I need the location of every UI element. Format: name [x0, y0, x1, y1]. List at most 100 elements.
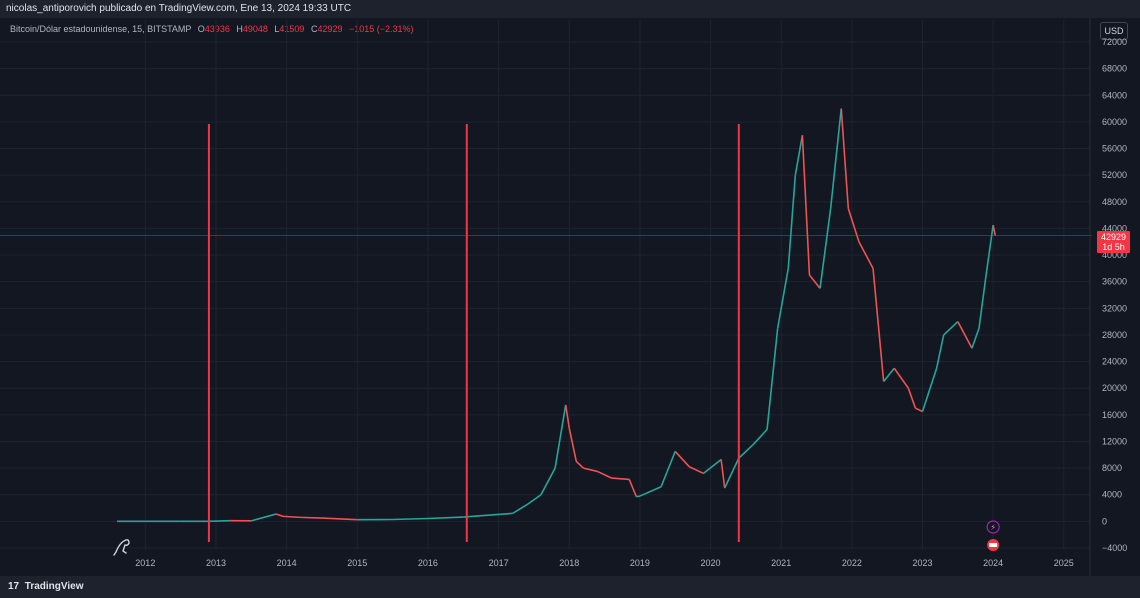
price-segment — [512, 504, 528, 515]
price-segment — [915, 407, 923, 413]
price-segment — [611, 477, 630, 481]
price-segment — [660, 451, 676, 488]
price-segment — [935, 334, 945, 369]
price-segment — [787, 175, 797, 269]
price-segment — [819, 208, 832, 289]
chart-annotations: ⚡ — [0, 124, 1092, 556]
chart-axes: −4000 0 4000 8000 12000 16000 20000 24000 28000 3… — [135, 18, 1127, 576]
y-tick-label: 4000 — [1102, 490, 1122, 500]
bar-countdown: 1d 5h — [1102, 242, 1125, 252]
y-tick-label: 64000 — [1102, 90, 1127, 100]
price-segment — [568, 427, 578, 462]
publish-header: nicolas_antiporovich publicado en Tradin… — [0, 0, 1140, 18]
y-tick-label: 44000 — [1102, 223, 1127, 233]
price-segment — [829, 108, 843, 209]
x-tick-label: 2025 — [1054, 558, 1074, 568]
x-tick-label: 2022 — [842, 558, 862, 568]
price-segment — [321, 517, 358, 521]
y-tick-label: 60000 — [1102, 117, 1127, 127]
price-segment — [723, 457, 740, 489]
y-tick-label: 56000 — [1102, 144, 1127, 154]
price-segment — [971, 328, 980, 349]
symbol-title[interactable]: Bitcoin/Dólar estadounidense, 15, BITSTA… — [10, 24, 192, 34]
current-price-tag: 42929 1d 5h — [1097, 231, 1130, 253]
price-segment — [847, 208, 860, 242]
x-tick-label: 2015 — [347, 558, 367, 568]
y-tick-label: 72000 — [1102, 37, 1127, 47]
y-tick-label: 28000 — [1102, 330, 1127, 340]
price-segment — [689, 466, 704, 475]
price-segment — [674, 450, 690, 468]
price-segment — [752, 428, 768, 446]
price-segment — [720, 459, 726, 489]
price-segment — [526, 494, 542, 506]
price-segment — [840, 108, 850, 209]
lightning-glyph-icon: ⚡ — [990, 523, 996, 532]
current-price-value: 42929 — [1100, 232, 1127, 242]
footer-bar: 17 TradingView — [0, 576, 1140, 598]
open-value: 43936 — [204, 24, 230, 34]
low-value: 41509 — [279, 24, 305, 34]
change-value: −1015 (−2.31%) — [349, 24, 414, 34]
x-tick-label: 2018 — [559, 558, 579, 568]
high-label: H — [236, 24, 243, 34]
close-value: 42929 — [317, 24, 343, 34]
y-tick-label: 8000 — [1102, 463, 1122, 473]
tradingview-brand[interactable]: 17 TradingView — [8, 581, 84, 592]
price-segment — [702, 458, 722, 475]
x-tick-label: 2016 — [418, 558, 438, 568]
tradingview-name: TradingView — [24, 581, 84, 592]
dinosaur-icon — [113, 539, 130, 556]
price-segment — [639, 486, 662, 497]
x-tick-label: 2019 — [630, 558, 650, 568]
close-label: C — [310, 24, 318, 34]
price-segment — [872, 268, 885, 382]
y-tick-label: 0 — [1102, 516, 1107, 526]
open-label: O — [197, 24, 205, 34]
x-tick-label: 2017 — [489, 558, 509, 568]
price-segment — [921, 367, 938, 412]
price-segment — [978, 274, 987, 329]
price-segment — [491, 512, 513, 516]
y-tick-label: 68000 — [1102, 64, 1127, 74]
x-tick-label: 2023 — [912, 558, 932, 568]
currency-button[interactable]: USD — [1100, 22, 1128, 40]
price-segment — [992, 224, 997, 236]
price-segment — [907, 387, 917, 409]
x-tick-label: 2012 — [135, 558, 155, 568]
price-segment — [794, 135, 804, 176]
price-segment — [283, 515, 301, 519]
y-tick-label: 20000 — [1102, 383, 1127, 393]
price-segment — [554, 404, 567, 469]
price-segment — [808, 274, 821, 289]
x-tick-label: 2020 — [701, 558, 721, 568]
price-segment — [738, 444, 754, 459]
symbol-legend: Bitcoin/Dólar estadounidense, 15, BITSTA… — [10, 24, 414, 34]
x-tick-label: 2021 — [771, 558, 791, 568]
price-segment — [251, 513, 277, 522]
x-tick-label: 2024 — [983, 558, 1003, 568]
price-segment — [883, 367, 895, 383]
price-segment — [985, 224, 994, 276]
price-segment — [583, 467, 598, 473]
x-tick-label: 2014 — [277, 558, 297, 568]
price-segment — [300, 516, 322, 519]
price-segment — [628, 479, 638, 498]
x-tick-label: 2013 — [206, 558, 226, 568]
y-tick-label: 32000 — [1102, 303, 1127, 313]
price-segment — [636, 495, 641, 498]
price-segment — [427, 516, 464, 520]
price-segment — [766, 328, 779, 430]
y-tick-label: 52000 — [1102, 170, 1127, 180]
price-segment — [392, 517, 428, 521]
price-segment — [943, 321, 959, 336]
price-segment — [893, 367, 910, 389]
price-segment — [564, 404, 571, 429]
price-segment — [463, 514, 492, 518]
high-value: 49048 — [242, 24, 268, 34]
y-tick-label: 16000 — [1102, 410, 1127, 420]
y-tick-label: 36000 — [1102, 277, 1127, 287]
y-tick-label: −4000 — [1102, 543, 1127, 553]
price-segment — [597, 470, 612, 479]
